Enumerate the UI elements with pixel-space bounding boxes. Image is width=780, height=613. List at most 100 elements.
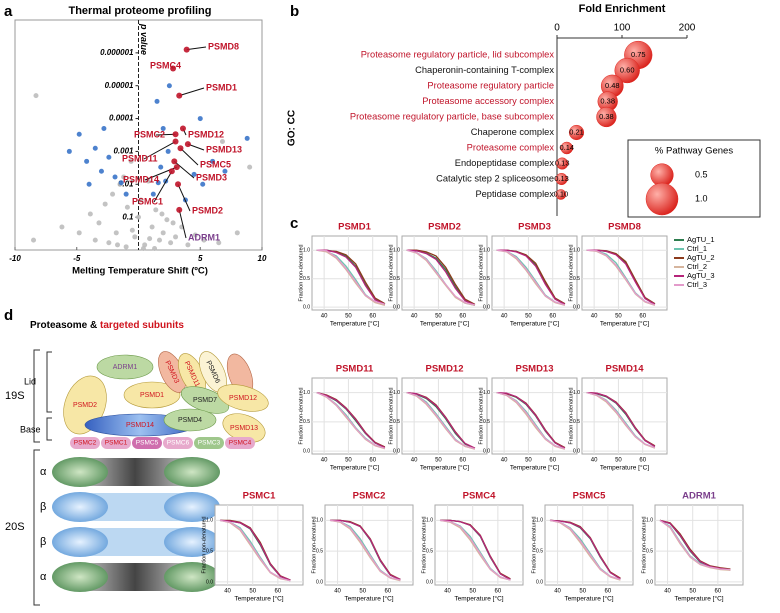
plot-frame (214, 504, 304, 586)
y-tick-label: 0.5 (483, 276, 490, 282)
y-tick-label: 0.0 (536, 579, 543, 585)
point (166, 83, 172, 89)
category-label: Peptidase complex (475, 189, 554, 199)
x-tick-label: -5 (73, 254, 81, 263)
x-axis-label: Temperature [°C] (600, 320, 649, 328)
point (140, 245, 146, 251)
point (76, 230, 82, 236)
x-axis-label: Temperature [°C] (330, 320, 379, 328)
y-tick-label: 0.5 (573, 276, 580, 282)
y-axis-label: Fraction non-denatured (388, 387, 394, 444)
y-tick-label: 0.0 (316, 579, 323, 585)
x-tick-label: 60 (549, 314, 556, 320)
point (168, 240, 174, 246)
point (123, 191, 129, 197)
point (170, 220, 176, 226)
plot-frame (324, 504, 414, 586)
x-tick-label: 60 (459, 458, 466, 464)
x-axis-label: Temperature [°C] (234, 595, 283, 603)
x-tick-label: 40 (334, 589, 341, 595)
category-label: Proteasome regulatory particle (427, 80, 554, 90)
plot-frame (654, 504, 744, 586)
category-label: Proteasome complex (467, 142, 555, 152)
legend-title: % Pathway Genes (655, 146, 733, 157)
subunit (194, 437, 224, 449)
point (154, 98, 160, 104)
x-axis-label: Temperature [°C] (420, 320, 469, 328)
point-label: PSMD12 (188, 129, 224, 139)
series-line (330, 519, 401, 581)
ring-end (164, 457, 220, 487)
bubble-label: 0.48 (605, 81, 620, 90)
y-tick-label: 0.5 (393, 276, 400, 282)
y-tick-label: 1.0 (426, 518, 433, 524)
point (179, 125, 186, 132)
subunit-label: PSMC6 (167, 440, 190, 447)
series-line (439, 519, 511, 581)
x-tick-label: 50 (615, 314, 622, 320)
point (150, 191, 156, 197)
point (102, 201, 108, 207)
point (158, 164, 164, 170)
chart-title: PSMD8 (608, 222, 641, 233)
leader-line (179, 87, 205, 97)
point-label: PSMC4 (150, 60, 181, 70)
chart-title: PSMD12 (425, 364, 463, 375)
y-tick-label: 1.0 (393, 390, 400, 396)
point (247, 164, 253, 170)
chart-title: ADRM1 (682, 491, 716, 502)
point (160, 230, 166, 236)
point (123, 244, 129, 250)
series-line (496, 391, 566, 449)
point (165, 148, 171, 154)
chart-title: PSMD1 (338, 222, 371, 233)
panel-label: b (290, 3, 299, 20)
point-label: PSMD3 (196, 172, 227, 182)
series-line (316, 249, 386, 307)
x-tick-label: 50 (525, 314, 532, 320)
y-tick-label: 1.0 (393, 248, 400, 254)
point (138, 197, 144, 203)
leader-line (180, 147, 199, 166)
y-axis-label: Fraction non-denatured (311, 516, 317, 573)
y-tick-label: 1.0 (303, 248, 310, 254)
series-line (406, 249, 476, 305)
point (132, 234, 138, 240)
point (121, 174, 127, 180)
point (177, 145, 184, 152)
y-tick-label: 0.5 (483, 419, 490, 425)
point (176, 206, 183, 213)
subunit (101, 437, 131, 449)
bubble (560, 141, 573, 155)
title-part: targeted subunits (100, 320, 184, 331)
subunit (96, 354, 154, 380)
subunit (163, 408, 217, 432)
x-tick-label: 50 (345, 458, 352, 464)
series-line (406, 249, 476, 306)
core-rings: α β β α (40, 457, 220, 592)
series-line (496, 249, 566, 306)
y-tick-label: 1.0 (573, 390, 580, 396)
y-axis-label: Fraction non-denatured (388, 244, 394, 301)
plot-frame (581, 377, 668, 455)
category-label: Catalytic step 2 spliceosome (436, 173, 554, 183)
point (222, 168, 228, 174)
point (173, 234, 179, 240)
point (197, 116, 203, 122)
y-tick-label: 0.0 (483, 448, 490, 454)
x-tick-label: 60 (549, 458, 556, 464)
point (175, 181, 182, 188)
ring-label: β (40, 536, 46, 548)
x-tick-label: 100 (614, 23, 631, 34)
ring-end (164, 562, 220, 592)
x-tick-label: -10 (9, 254, 21, 263)
ring-end (164, 492, 220, 522)
y-axis-label: Fraction non-denatured (568, 387, 574, 444)
point (110, 191, 116, 197)
subunit (225, 437, 255, 449)
point-label: PSMC5 (200, 159, 231, 169)
point (118, 180, 124, 186)
x-tick-label: 5 (198, 254, 203, 263)
legend-label: 1.0 (695, 193, 708, 203)
y-axis-label: Fraction non-denatured (478, 387, 484, 444)
